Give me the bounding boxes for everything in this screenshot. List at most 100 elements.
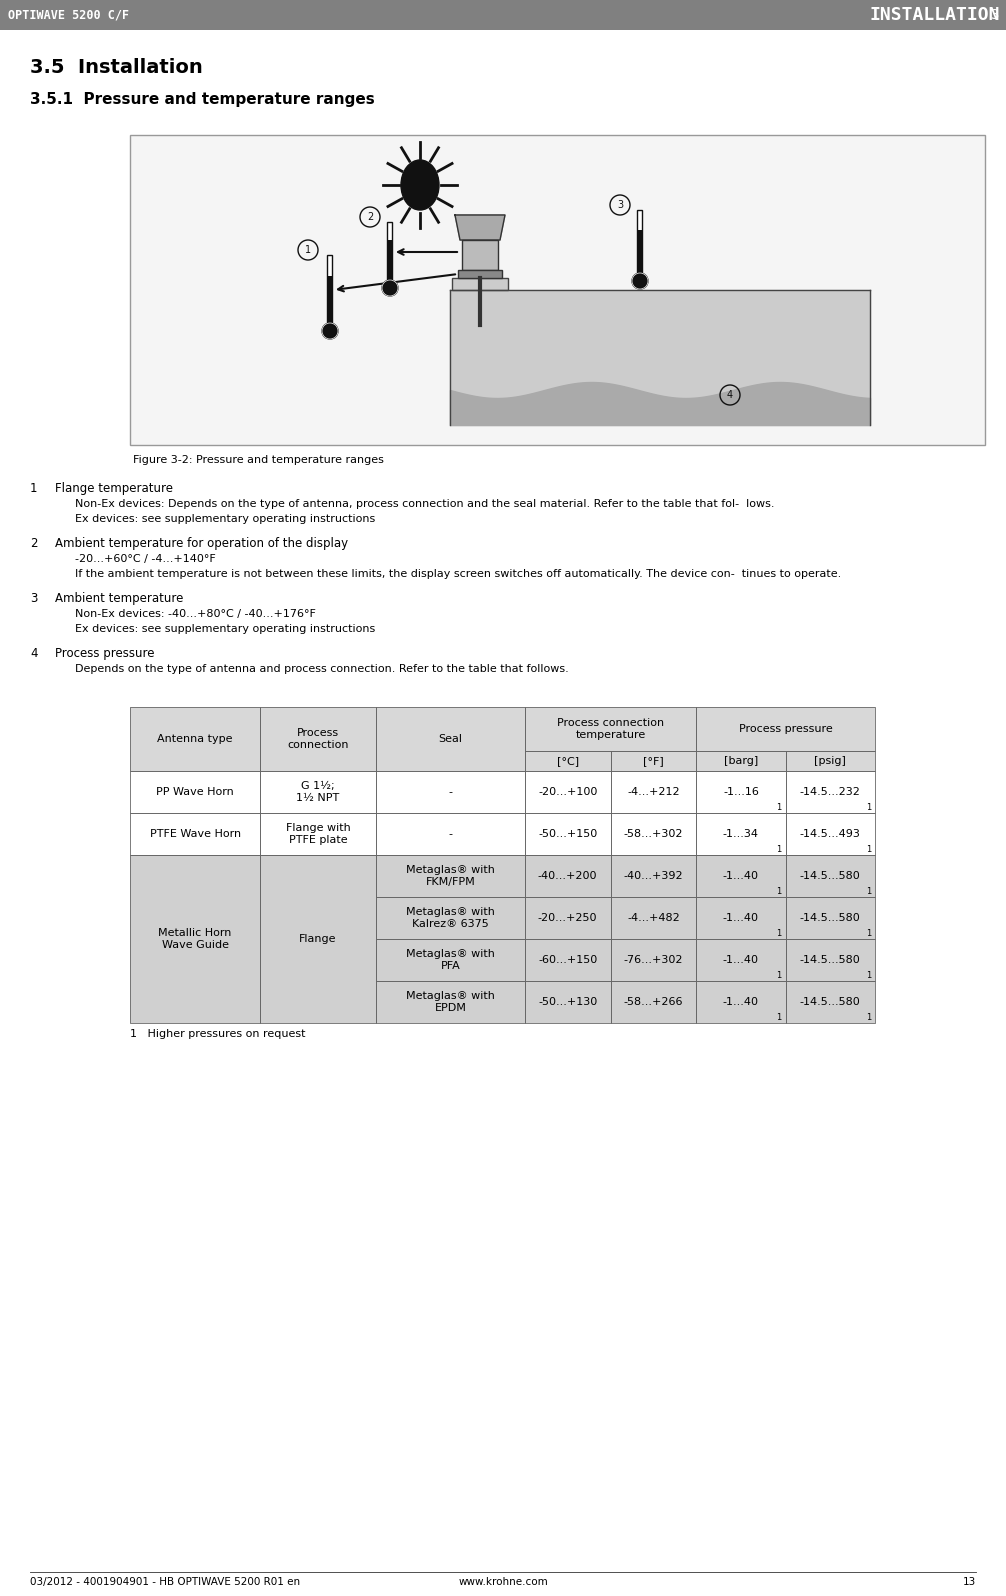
Bar: [525, 855, 611, 897]
Text: 3: 3: [990, 8, 998, 22]
Bar: [130, 771, 261, 812]
Text: PTFE Wave Horn: PTFE Wave Horn: [150, 828, 240, 839]
Text: -76...+302: -76...+302: [624, 954, 683, 966]
Text: -14.5...580: -14.5...580: [800, 998, 861, 1007]
Bar: [452, 278, 508, 290]
Text: -1...40: -1...40: [723, 913, 759, 922]
Bar: [611, 982, 696, 1023]
Text: 1: 1: [30, 482, 37, 495]
Text: Seal: Seal: [439, 734, 463, 744]
Bar: [525, 982, 611, 1023]
Text: Metaglas® with
Kalrez® 6375: Metaglas® with Kalrez® 6375: [405, 907, 495, 929]
Bar: [376, 982, 525, 1023]
Text: -58...+266: -58...+266: [624, 998, 683, 1007]
Text: Metaglas® with
FKM/FPM: Metaglas® with FKM/FPM: [405, 865, 495, 887]
Bar: [611, 752, 696, 771]
Text: 1: 1: [777, 970, 782, 980]
Bar: [525, 897, 611, 938]
Bar: [696, 752, 786, 771]
Bar: [611, 812, 696, 855]
Bar: [696, 897, 786, 938]
Bar: [786, 982, 875, 1023]
Bar: [376, 707, 525, 771]
Text: -4...+212: -4...+212: [627, 787, 680, 796]
Bar: [611, 771, 696, 812]
Text: -: -: [449, 828, 453, 839]
Text: If the ambient temperature is not between these limits, the display screen switc: If the ambient temperature is not betwee…: [75, 570, 841, 579]
Bar: [376, 812, 525, 855]
Text: Process
connection: Process connection: [288, 728, 349, 750]
Text: Metallic Horn
Wave Guide: Metallic Horn Wave Guide: [159, 929, 231, 950]
Bar: [261, 855, 376, 1023]
Bar: [525, 771, 611, 812]
Text: -4...+482: -4...+482: [627, 913, 680, 922]
Bar: [525, 812, 611, 855]
Bar: [376, 982, 525, 1023]
Bar: [525, 812, 611, 855]
Polygon shape: [455, 215, 505, 239]
Bar: [696, 771, 786, 812]
Text: -50...+130: -50...+130: [538, 998, 598, 1007]
Circle shape: [322, 322, 338, 338]
Text: -: -: [449, 787, 453, 796]
Text: -58...+302: -58...+302: [624, 828, 683, 839]
Bar: [786, 812, 875, 855]
Bar: [696, 938, 786, 982]
Bar: [130, 707, 261, 771]
Text: [°C]: [°C]: [556, 757, 578, 766]
Text: 3: 3: [30, 592, 37, 605]
Text: Depends on the type of antenna and process connection. Refer to the table that f: Depends on the type of antenna and proce…: [75, 664, 568, 674]
Bar: [525, 752, 611, 771]
Bar: [786, 812, 875, 855]
Bar: [376, 855, 525, 897]
Text: 03/2012 - 4001904901 - HB OPTIWAVE 5200 R01 en: 03/2012 - 4001904901 - HB OPTIWAVE 5200 …: [30, 1577, 300, 1586]
Bar: [130, 855, 261, 1023]
Bar: [458, 270, 502, 278]
Bar: [328, 276, 332, 326]
Text: Process connection
temperature: Process connection temperature: [557, 718, 664, 741]
Bar: [786, 938, 875, 982]
Text: Antenna type: Antenna type: [157, 734, 233, 744]
Text: -1...34: -1...34: [723, 828, 759, 839]
Text: 4: 4: [30, 646, 37, 661]
Bar: [525, 771, 611, 812]
Text: 1: 1: [866, 1012, 871, 1021]
Bar: [130, 812, 261, 855]
Text: Flange with
PTFE plate: Flange with PTFE plate: [286, 824, 350, 844]
Text: 3: 3: [617, 200, 623, 211]
Bar: [638, 211, 643, 275]
Text: 2: 2: [30, 536, 37, 551]
Bar: [376, 938, 525, 982]
Text: -40...+392: -40...+392: [624, 871, 683, 881]
Bar: [525, 938, 611, 982]
Bar: [525, 707, 696, 752]
Text: www.krohne.com: www.krohne.com: [458, 1577, 548, 1586]
Bar: [376, 707, 525, 771]
Text: -1...40: -1...40: [723, 954, 759, 966]
Text: -1...40: -1...40: [723, 871, 759, 881]
Bar: [130, 771, 261, 812]
Text: 1: 1: [777, 803, 782, 811]
Bar: [261, 771, 376, 812]
Polygon shape: [450, 290, 870, 425]
Circle shape: [632, 273, 648, 289]
Text: -1...40: -1...40: [723, 998, 759, 1007]
Bar: [261, 707, 376, 771]
Bar: [525, 707, 696, 752]
Bar: [376, 812, 525, 855]
Text: PP Wave Horn: PP Wave Horn: [156, 787, 234, 796]
Text: 3.5  Installation: 3.5 Installation: [30, 57, 203, 77]
Bar: [130, 855, 261, 1023]
Text: 1   Higher pressures on request: 1 Higher pressures on request: [130, 1029, 306, 1039]
Text: Ambient temperature for operation of the display: Ambient temperature for operation of the…: [55, 536, 348, 551]
Text: Ex devices: see supplementary operating instructions: Ex devices: see supplementary operating …: [75, 514, 375, 523]
Text: [psig]: [psig]: [815, 757, 846, 766]
Bar: [786, 752, 875, 771]
Text: [barg]: [barg]: [723, 757, 759, 766]
Text: 1: 1: [777, 929, 782, 937]
Circle shape: [382, 279, 398, 295]
Text: -50...+150: -50...+150: [538, 828, 598, 839]
Bar: [525, 855, 611, 897]
Bar: [696, 855, 786, 897]
Bar: [328, 255, 333, 326]
